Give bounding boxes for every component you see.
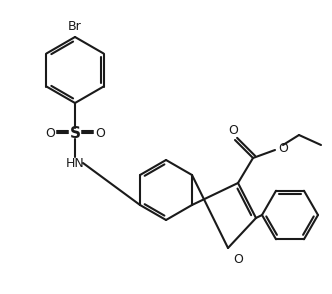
Text: O: O — [233, 253, 243, 266]
Text: Br: Br — [68, 20, 82, 33]
Text: HN: HN — [66, 156, 84, 170]
Text: O: O — [278, 141, 288, 155]
Text: O: O — [228, 124, 238, 137]
Text: S: S — [69, 126, 80, 141]
Text: O: O — [45, 126, 55, 139]
Text: O: O — [95, 126, 105, 139]
